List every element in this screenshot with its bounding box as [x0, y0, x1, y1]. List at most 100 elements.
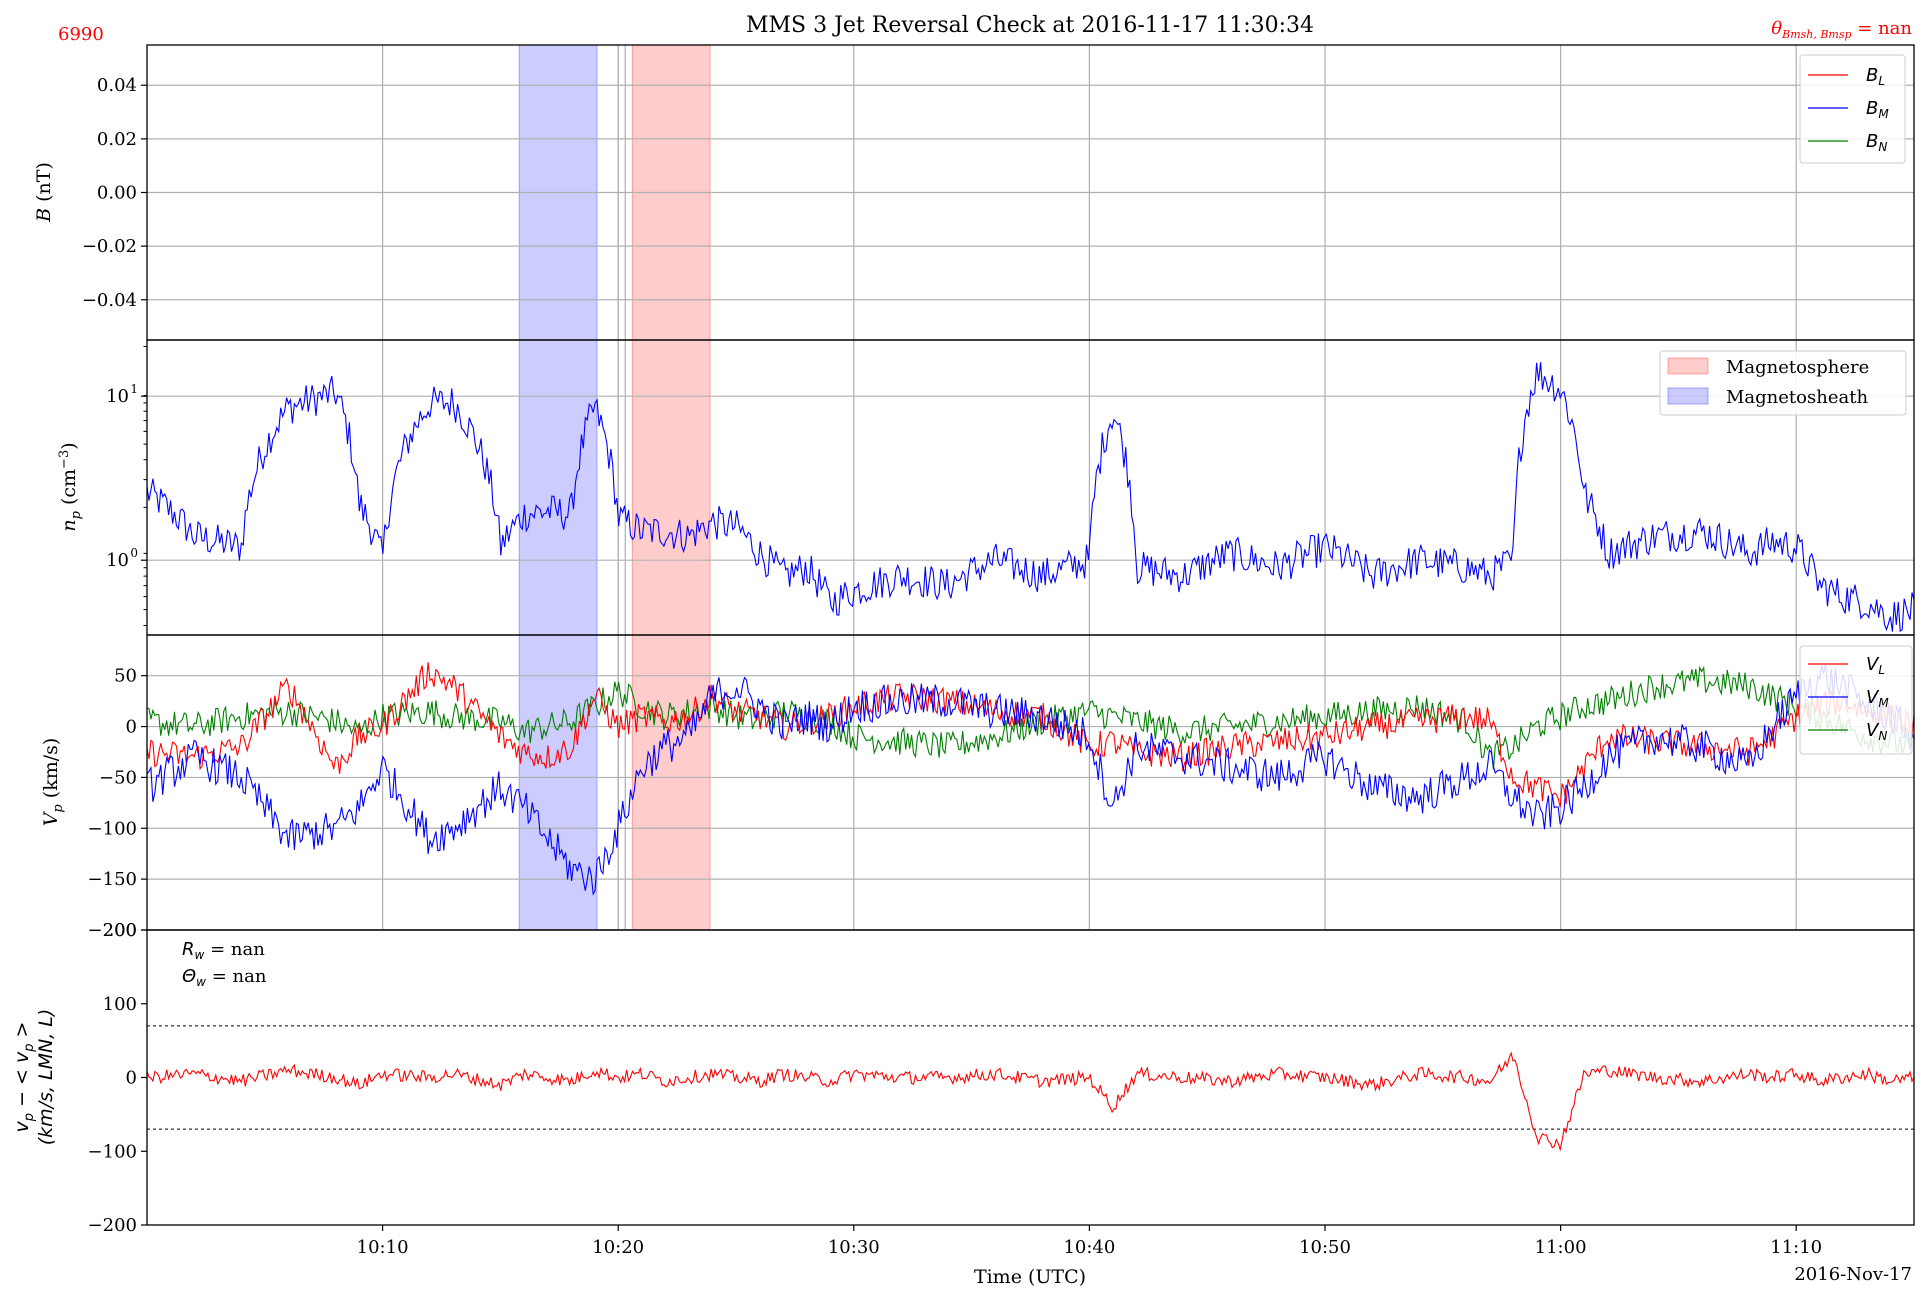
legend-v-m-sym: V — [1866, 687, 1880, 708]
theta-symbol: θ — [1771, 18, 1782, 39]
x-tick-label-6: 11:10 — [1770, 1237, 1822, 1258]
legend-v-box — [1799, 645, 1913, 755]
diff-ylabel-mid-sub: p — [22, 1043, 37, 1052]
theta-value: = nan — [1852, 18, 1913, 39]
y-tick-label-b-4: −0.04 — [82, 290, 137, 311]
legend-b-n-sub: N — [1878, 140, 1887, 154]
panel-n-ylabel-symbol: n — [58, 519, 80, 531]
legend-v-l-sym: V — [1866, 654, 1880, 675]
panel-n-frame — [146, 339, 1915, 636]
diff-ylabel-mid: − < v — [11, 1051, 33, 1113]
y-tick-label-b-0: 0.04 — [97, 75, 137, 96]
legend-region-box — [1659, 350, 1907, 416]
interval-shading — [518, 44, 711, 931]
y-tick-label-d-2: 0 — [126, 1068, 137, 1089]
annotation-rw-value: = nan — [204, 939, 265, 960]
legend-magnetosheath-label: Magnetosheath — [1726, 387, 1868, 408]
legend-v-m-sub: M — [1878, 696, 1889, 710]
x-tick-label-5: 11:00 — [1535, 1237, 1587, 1258]
y-tick-label-d-4: −200 — [88, 1215, 137, 1236]
legend-v-m-label: VM — [1866, 687, 1889, 710]
legend-v-n-sub: N — [1878, 729, 1887, 743]
panel-b-ylabel: B (nT) — [33, 162, 55, 223]
legend-magnetosphere-label: Magnetosphere — [1726, 357, 1869, 378]
annotation-thetaw-sub: w — [196, 975, 206, 989]
legend-b-l-label: BL — [1866, 65, 1885, 88]
annotation-thetaw-value: = nan — [206, 966, 267, 987]
panel-v-ylabel-unit: (km/s) — [40, 738, 62, 805]
theta-subscript: Bmsh, Bmsp — [1781, 28, 1851, 41]
figure-title: MMS 3 Jet Reversal Check at 2016-11-17 1… — [746, 13, 1314, 38]
x-axis-label: Time (UTC) — [974, 1266, 1086, 1288]
panel-n-ylabel-unit-close: ) — [58, 442, 80, 449]
annotation-rw-symbol: R — [182, 939, 195, 960]
panel-diff-ylabel-line1: vp − < vp > — [11, 1022, 37, 1133]
legend-v-n-sym: V — [1866, 720, 1880, 741]
x-tick-label-0: 10:10 — [357, 1237, 409, 1258]
x-tick-label-2: 10:30 — [828, 1237, 880, 1258]
legend-b-n-label: BN — [1866, 131, 1887, 154]
legend-magnetosphere-swatch — [1667, 357, 1709, 375]
panel-n-ylabel-unit-sup: −3 — [57, 450, 72, 469]
magnetosheath-span — [518, 44, 598, 931]
panel-n-ylabel-unit: (cm — [58, 469, 80, 511]
panel-v-ylabel: Vp (km/s) — [40, 738, 66, 827]
panel-n-ylabel-sub: p — [69, 510, 84, 519]
diff-ylabel-v-sub: p — [22, 1113, 37, 1122]
panel-v-ylabel-sub: p — [51, 804, 66, 813]
y-tick-label-n-1: 10 — [106, 550, 129, 571]
diff-ylabel-end: > — [11, 1022, 33, 1044]
legend-b-box — [1799, 54, 1906, 164]
legend-magnetosheath-swatch — [1667, 387, 1709, 405]
y-tick-label-d-0: 200 — [103, 920, 137, 941]
vn-line — [147, 665, 1914, 770]
panel-b-ylabel-symbol: B — [33, 208, 55, 223]
y-tick-label-v-1: 0 — [126, 717, 137, 738]
x-tick-label-3: 10:40 — [1063, 1237, 1115, 1258]
legend-region: Magnetosphere Magnetosheath — [1659, 350, 1907, 416]
legend-b-m-label: BM — [1866, 98, 1889, 121]
legend-b-n-sym: B — [1866, 131, 1878, 152]
panel-diff-ylabel-line2: (km/s, LMN, L) — [35, 1009, 57, 1146]
vl-line — [147, 662, 1914, 808]
panel-v-ylabel-symbol: V — [40, 810, 62, 826]
y-tick-label-b-2: 0.00 — [97, 183, 137, 204]
theta-annotation: θBmsh, Bmsp = nan — [1771, 18, 1912, 41]
diff-ylabel-v: v — [11, 1120, 33, 1132]
legend-b-l-sub: L — [1878, 74, 1885, 88]
legend-v-l-label: VL — [1866, 654, 1885, 677]
axes-frames — [146, 44, 1915, 1226]
y-tick-label-v-4: −150 — [88, 869, 137, 890]
grid — [147, 45, 1914, 1130]
legend-b: BL BM BN — [1799, 54, 1906, 164]
event-id: 6990 — [58, 24, 104, 45]
tick-labels: 0.04 0.02 0.00 −0.02 −0.04 50 0 −50 −100 −150 −200… — [82, 75, 1822, 1258]
annotation-thetaw-symbol: Θ — [182, 966, 196, 987]
data-lines — [147, 362, 1914, 1152]
y-tick-label-d-3: −100 — [88, 1141, 137, 1162]
y-tick-label-d-1: 100 — [103, 994, 137, 1015]
legend-v-l-sub: L — [1878, 663, 1885, 677]
legend-v: VL VM VN — [1799, 645, 1913, 755]
magnetosphere-span — [631, 44, 711, 931]
date-label: 2016-Nov-17 — [1794, 1264, 1912, 1285]
diff-line — [147, 1051, 1914, 1152]
y-tick-label-n-0: 10 — [106, 386, 129, 407]
annotation-rw: Rw = nan — [182, 939, 265, 962]
y-tick-label-v-5: −200 — [88, 920, 137, 941]
panel-b-ylabel-unit: (nT) — [33, 162, 55, 208]
x-tick-label-4: 10:50 — [1299, 1237, 1351, 1258]
annotation-rw-sub: w — [195, 948, 205, 962]
y-tick-label-v-0: 50 — [114, 666, 137, 687]
x-tick-label-1: 10:20 — [592, 1237, 644, 1258]
legend-b-m-sub: M — [1878, 107, 1889, 121]
y-tick-label-v-3: −100 — [88, 818, 137, 839]
legend-b-l-sym: B — [1866, 65, 1878, 86]
y-tick-label-n-exp-0: 1 — [130, 382, 138, 396]
panel-n-ylabel: np (cm−3) — [57, 442, 84, 531]
legend-v-n-label: VN — [1866, 720, 1887, 743]
y-tick-label-v-2: −50 — [99, 767, 137, 788]
y-tick-label-n-exp-1: 0 — [130, 546, 138, 560]
legend-b-m-sym: B — [1866, 98, 1878, 119]
